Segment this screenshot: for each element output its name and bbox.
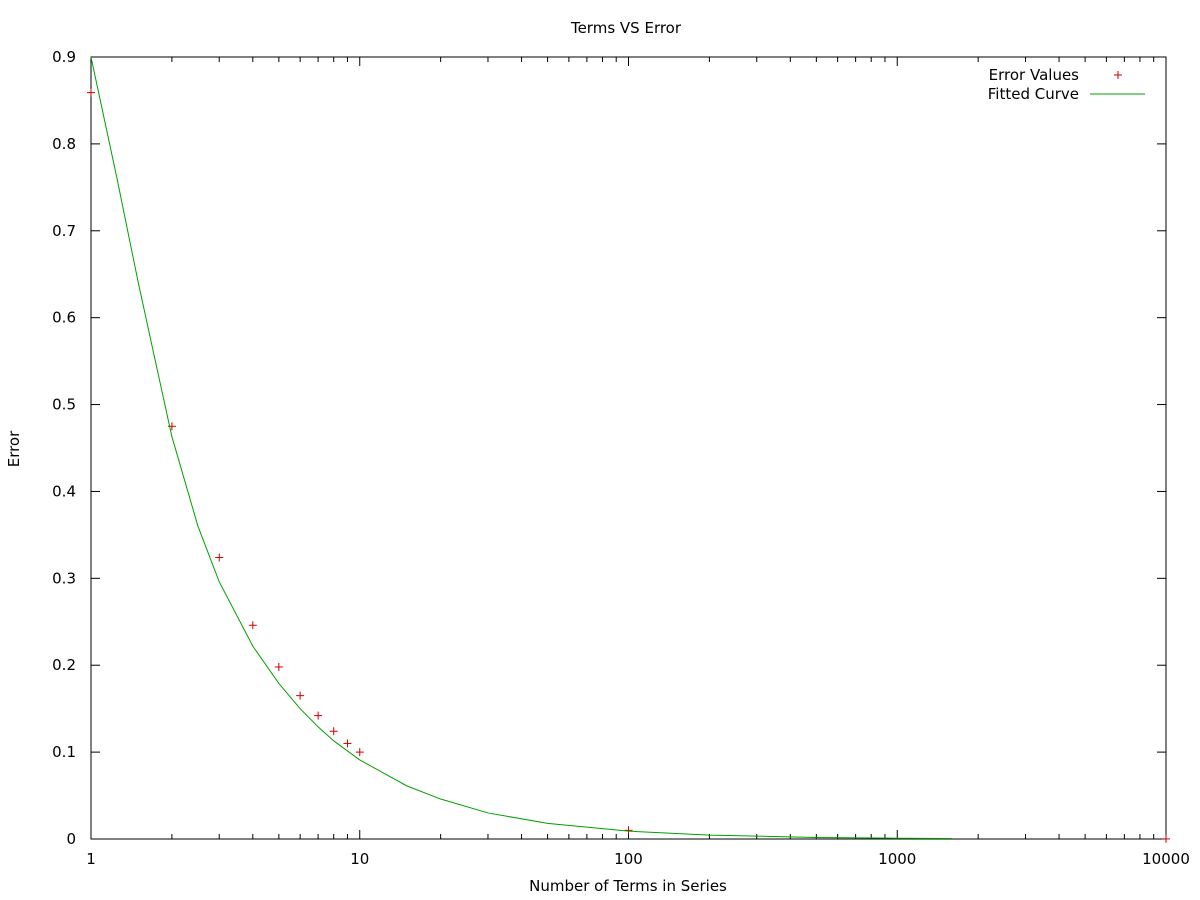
legend-label: Fitted Curve	[988, 85, 1079, 103]
x-axis-label: Number of Terms in Series	[529, 877, 727, 895]
x-tick-label: 1000	[878, 850, 916, 868]
y-axis-label: Error	[5, 430, 23, 467]
x-axis: 1 10 100 1000 10000	[86, 57, 1190, 868]
data-point	[274, 662, 283, 671]
y-tick-label: 0.7	[52, 222, 76, 240]
y-tick-label: 0.4	[52, 482, 76, 500]
legend-label: Error Values	[989, 66, 1080, 84]
y-tick-label: 0.5	[52, 396, 76, 414]
y-tick-label: 0.1	[52, 743, 76, 761]
data-point	[87, 88, 95, 97]
y-tick-label: 0.2	[52, 656, 76, 674]
data-point	[215, 553, 224, 562]
y-tick-label: 0	[66, 830, 76, 848]
data-point	[624, 826, 633, 835]
fitted-curve-line	[90, 56, 953, 839]
y-tick-label: 0.8	[52, 135, 76, 153]
y-axis: 0 0.1 0.2 0.3 0.4 0.5 0.6 0.7 0.8 0.9	[52, 48, 1166, 848]
data-point	[343, 739, 352, 748]
plot-area	[87, 56, 1170, 843]
data-point	[248, 621, 257, 630]
x-tick-label: 10000	[1142, 850, 1190, 868]
data-point	[355, 748, 364, 757]
y-tick-label: 0.6	[52, 309, 76, 327]
plot-frame	[90, 56, 1167, 840]
data-point	[1162, 834, 1170, 843]
y-tick-label: 0.3	[52, 569, 76, 587]
x-tick-label: 10	[350, 850, 369, 868]
y-tick-label: 0.9	[52, 48, 76, 66]
x-tick-label: 100	[614, 850, 643, 868]
x-tick-label: 1	[86, 850, 96, 868]
data-point	[329, 727, 338, 736]
data-point	[314, 711, 323, 720]
chart-title: Terms VS Error	[570, 19, 682, 37]
data-point	[296, 691, 305, 700]
